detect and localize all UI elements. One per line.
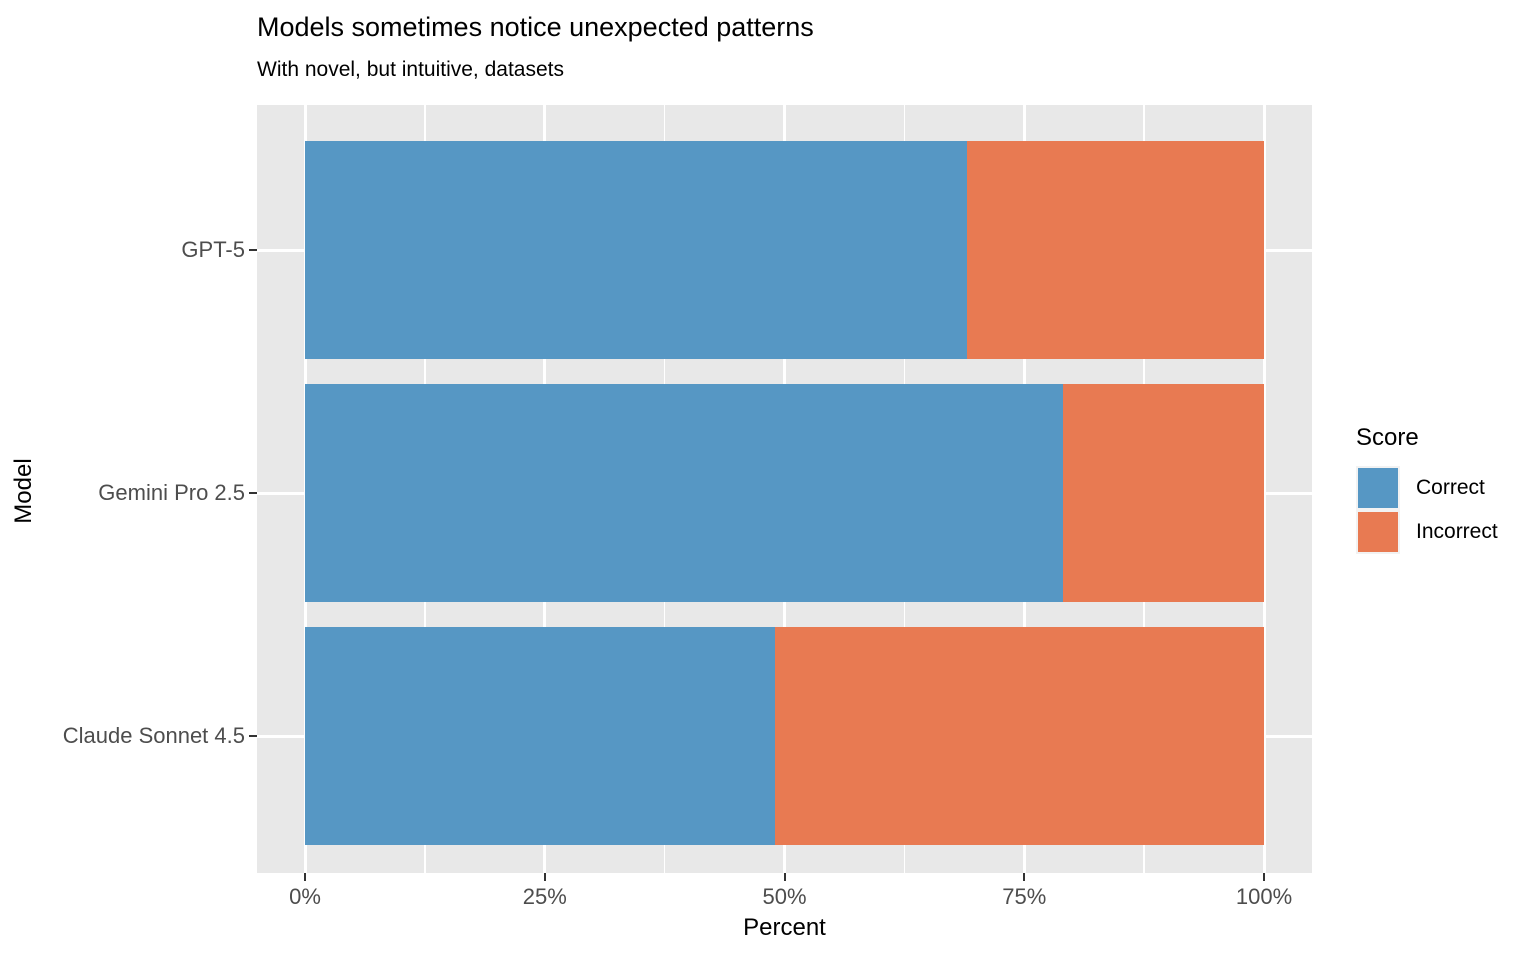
y-tick-mark (249, 735, 257, 737)
x-tick-mark (1263, 873, 1265, 881)
x-tick-mark (783, 873, 786, 881)
x-tick-mark (543, 873, 546, 881)
legend-item-label: Correct (1416, 476, 1485, 499)
y-tick-mark (249, 492, 257, 494)
x-axis-title: Percent (743, 914, 826, 941)
correct-color-swatch (1358, 468, 1398, 508)
x-tick-label: 50% (762, 884, 807, 909)
y-tick-label: Gemini Pro 2.5 (98, 480, 245, 505)
x-tick-mark (1023, 873, 1026, 881)
bar-segment-correct (305, 384, 1063, 602)
y-tick-label: GPT-5 (181, 237, 245, 262)
bar-segment-correct (305, 141, 967, 359)
legend-key (1356, 510, 1400, 554)
x-tick-label: 25% (522, 884, 567, 909)
bar-segment-correct (305, 627, 775, 845)
legend-title: Score (1356, 424, 1419, 451)
legend-item-label: Incorrect (1416, 520, 1498, 543)
chart-title: Models sometimes notice unexpected patte… (257, 12, 814, 42)
legend-key (1356, 466, 1400, 510)
bar-segment-incorrect (966, 141, 1264, 359)
bar-segment-incorrect (774, 627, 1264, 845)
y-tick-label: Claude Sonnet 4.5 (62, 723, 245, 748)
y-tick-mark (249, 249, 257, 251)
chart-subtitle: With novel, but intuitive, datasets (257, 58, 564, 81)
gridline-major-vertical (1262, 105, 1266, 873)
x-tick-label: 0% (289, 884, 321, 909)
bar-segment-incorrect (1062, 384, 1264, 602)
x-tick-label: 100% (1235, 884, 1293, 909)
legend-item-correct: Correct (1356, 466, 1498, 510)
plot-panel (257, 105, 1312, 873)
x-tick-label: 75% (1002, 884, 1047, 909)
legend-items: Correct Incorrect (1356, 466, 1498, 554)
x-tick-mark (304, 873, 306, 881)
legend: Score Correct Incorrect (1356, 424, 1498, 554)
incorrect-color-swatch (1358, 512, 1398, 552)
legend-item-incorrect: Incorrect (1356, 510, 1498, 554)
